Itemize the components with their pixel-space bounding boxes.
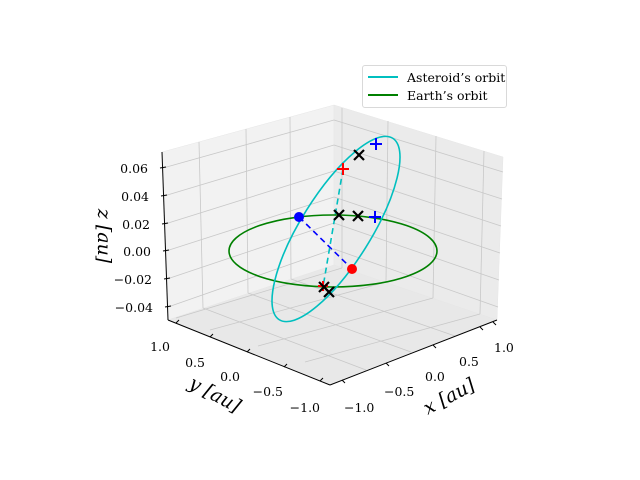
y-tick-labels: 1.0 0.5 0.0 −0.5 −1.0 <box>150 339 320 415</box>
blue-plus-marker-mid <box>369 211 381 223</box>
dashed-line-blue <box>298 216 353 270</box>
svg-text:1.0: 1.0 <box>494 340 514 355</box>
z-axis-label: z [au] <box>93 208 115 264</box>
blue-dot-marker <box>294 212 304 222</box>
black-x-marker <box>323 286 335 298</box>
legend-label-asteroid: Asteroid’s orbit <box>407 69 506 85</box>
legend-item-earth: Earth’s orbit <box>363 86 488 104</box>
black-x-marker <box>352 210 364 222</box>
black-x-marker <box>333 209 345 221</box>
legend-item-asteroid: Asteroid’s orbit <box>363 68 505 86</box>
x-tick-labels: −1.0 −0.5 0.0 0.5 1.0 <box>344 340 514 415</box>
grid-floor <box>175 267 481 371</box>
z-ticks <box>159 166 172 308</box>
svg-text:−0.5: −0.5 <box>384 384 414 399</box>
svg-text:−1.0: −1.0 <box>344 400 374 415</box>
svg-text:0.00: 0.00 <box>123 244 151 259</box>
y-ticks <box>175 319 324 382</box>
grid-right <box>333 108 504 315</box>
grid-left <box>162 116 335 309</box>
svg-text:0.0: 0.0 <box>220 369 240 384</box>
svg-text:−0.02: −0.02 <box>114 272 152 287</box>
axis-lines <box>161 151 498 386</box>
svg-text:0.5: 0.5 <box>185 355 205 370</box>
svg-text:0.06: 0.06 <box>120 161 148 176</box>
svg-text:0.04: 0.04 <box>121 189 149 204</box>
black-x-marker <box>353 149 365 161</box>
asteroid-orbit <box>271 135 401 323</box>
red-plus-marker-top <box>337 163 349 175</box>
legend-swatch-asteroid <box>368 76 398 78</box>
x-ticks <box>341 321 497 384</box>
svg-text:1.0: 1.0 <box>150 339 170 354</box>
svg-text:0.0: 0.0 <box>425 369 445 384</box>
svg-text:−0.5: −0.5 <box>253 384 283 399</box>
blue-plus-marker-top <box>370 138 382 150</box>
legend: Asteroid’s orbit Earth’s orbit <box>362 65 507 108</box>
svg-text:0.02: 0.02 <box>122 217 150 232</box>
legend-label-earth: Earth’s orbit <box>407 87 488 103</box>
svg-text:0.5: 0.5 <box>459 354 479 369</box>
red-dot-marker <box>347 264 357 274</box>
z-tick-labels: 0.06 0.04 0.02 0.00 −0.02 −0.04 <box>114 161 153 315</box>
svg-text:−1.0: −1.0 <box>290 400 320 415</box>
legend-swatch-earth <box>368 94 398 96</box>
svg-text:−0.04: −0.04 <box>115 300 153 315</box>
